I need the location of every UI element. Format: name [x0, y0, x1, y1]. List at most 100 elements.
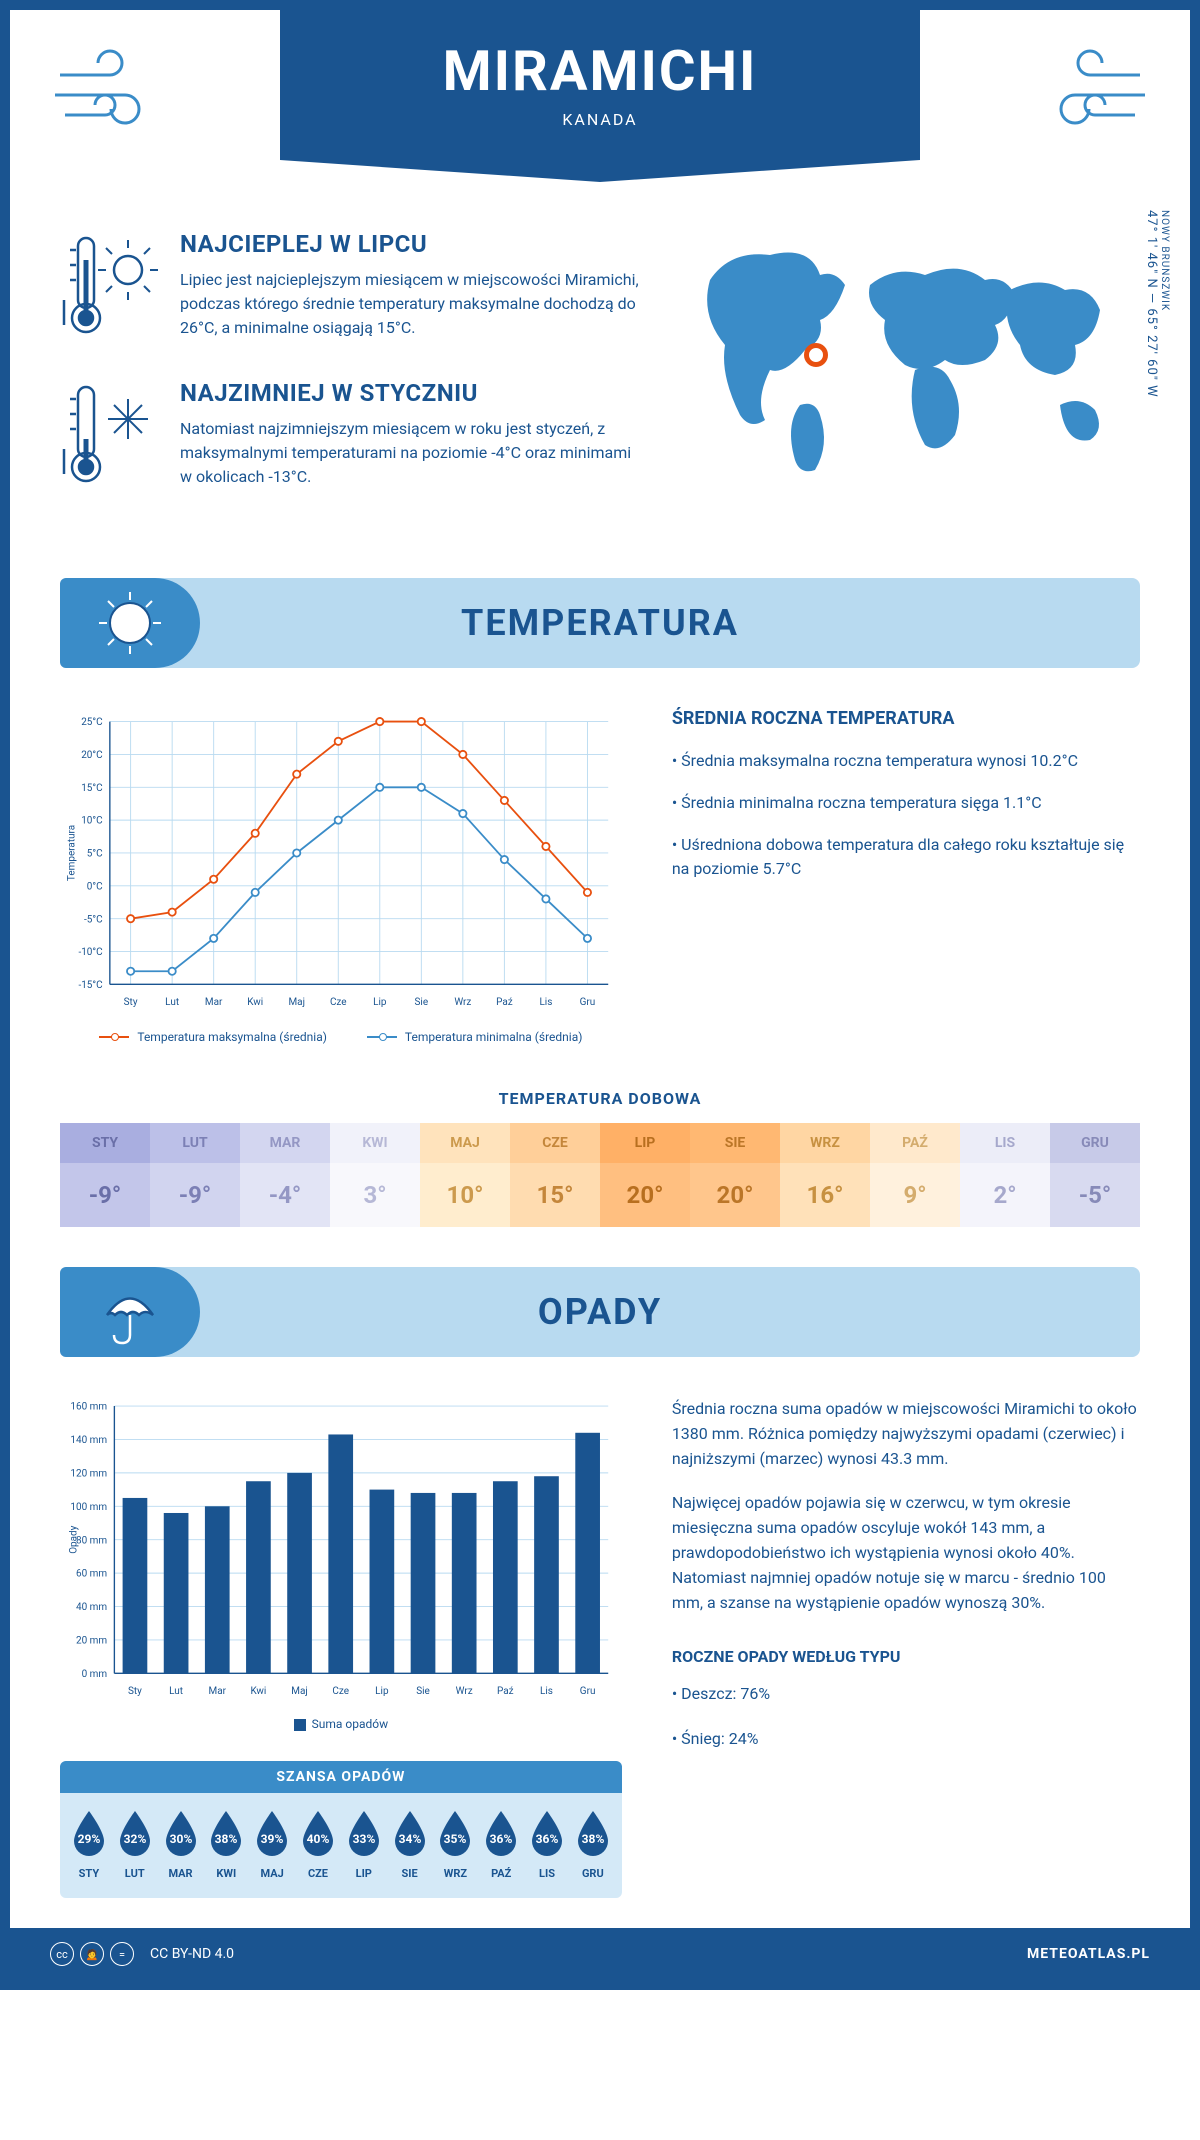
chance-drop: 34%SIE [387, 1807, 433, 1880]
svg-text:Wrz: Wrz [454, 997, 471, 1008]
daily-cell: KWI3° [330, 1123, 420, 1227]
precipitation-info: Średnia roczna suma opadów w miejscowośc… [672, 1397, 1140, 1898]
svg-text:100 mm: 100 mm [70, 1502, 107, 1513]
chance-drop: 36%PAŹ [478, 1807, 524, 1880]
city-name: MIRAMICHI [280, 38, 920, 104]
chance-drop: 39%MAJ [249, 1807, 295, 1880]
license-text: CC BY-ND 4.0 [150, 1946, 234, 1962]
license: cc 🙍 = CC BY-ND 4.0 [50, 1942, 234, 1966]
svg-text:36%: 36% [536, 1832, 559, 1846]
umbrella-icon [60, 1267, 200, 1357]
chance-drop: 30%MAR [158, 1807, 204, 1880]
legend-max: Temperatura maksymalna (średnia) [137, 1030, 327, 1044]
chance-drop: 29%STY [66, 1807, 112, 1880]
svg-text:Kwi: Kwi [250, 1686, 266, 1697]
svg-text:Sie: Sie [415, 997, 429, 1008]
cc-icon: cc [50, 1942, 74, 1966]
region-label: NOWY BRUNSZWIK [1159, 210, 1170, 390]
svg-text:120 mm: 120 mm [70, 1469, 107, 1480]
svg-text:10°C: 10°C [81, 816, 103, 827]
thermometer-cold-icon [60, 379, 160, 493]
daily-cell: MAR-4° [240, 1123, 330, 1227]
svg-text:40 mm: 40 mm [76, 1602, 107, 1613]
svg-text:38%: 38% [215, 1832, 238, 1846]
infographic-page: MIRAMICHI KANADA NAJCIEPLEJ W LIPCU Lipi… [0, 0, 1200, 1990]
svg-text:34%: 34% [398, 1832, 421, 1846]
site-name: METEOATLAS.PL [1027, 1946, 1150, 1962]
footer: cc 🙍 = CC BY-ND 4.0 METEOATLAS.PL [10, 1928, 1190, 1980]
chance-drop: 38%KWI [203, 1807, 249, 1880]
svg-text:Wrz: Wrz [456, 1686, 473, 1697]
svg-text:Mar: Mar [205, 997, 223, 1008]
wind-icon [50, 45, 170, 139]
chart-legend: Temperatura maksymalna (średnia) Tempera… [60, 1030, 622, 1044]
svg-text:Sty: Sty [128, 1686, 142, 1697]
svg-text:Lut: Lut [165, 997, 179, 1008]
svg-text:Lip: Lip [373, 997, 387, 1008]
intro-section: NAJCIEPLEJ W LIPCU Lipiec jest najcieple… [10, 190, 1190, 558]
daily-temp-table: STY-9°LUT-9°MAR-4°KWI3°MAJ10°CZE15°LIP20… [60, 1123, 1140, 1227]
daily-temp-title: TEMPERATURA DOBOWA [10, 1089, 1190, 1108]
chance-drop: 38%GRU [570, 1807, 616, 1880]
svg-text:32%: 32% [123, 1832, 146, 1846]
section-title: TEMPERATURA [461, 602, 739, 644]
country-name: KANADA [280, 110, 920, 129]
daily-cell: LUT-9° [150, 1123, 240, 1227]
svg-text:Lut: Lut [169, 1686, 183, 1697]
svg-text:Gru: Gru [580, 1686, 596, 1697]
svg-text:160 mm: 160 mm [70, 1402, 107, 1413]
svg-text:40%: 40% [307, 1832, 330, 1846]
daily-cell: MAJ10° [420, 1123, 510, 1227]
daily-cell: LIS2° [960, 1123, 1050, 1227]
svg-text:Maj: Maj [291, 1686, 308, 1697]
svg-text:Sie: Sie [416, 1686, 430, 1697]
svg-text:38%: 38% [582, 1832, 605, 1846]
thermometer-hot-icon [60, 230, 160, 344]
svg-text:15°C: 15°C [81, 783, 103, 794]
svg-text:Gru: Gru [580, 997, 596, 1008]
svg-text:5°C: 5°C [87, 849, 103, 860]
coldest-fact: NAJZIMNIEJ W STYCZNIU Natomiast najzimni… [60, 379, 640, 493]
svg-text:Cze: Cze [330, 997, 347, 1008]
precip-type-title: ROCZNE OPADY WEDŁUG TYPU [672, 1645, 1140, 1670]
warmest-text: Lipiec jest najcieplejszym miesiącem w m… [180, 268, 640, 340]
chance-drop: 32%LUT [112, 1807, 158, 1880]
info-bullet: • Średnia minimalna roczna temperatura s… [672, 791, 1140, 815]
svg-text:140 mm: 140 mm [70, 1435, 107, 1446]
info-bullet: • Średnia maksymalna roczna temperatura … [672, 749, 1140, 773]
legend-min: Temperatura minimalna (średnia) [405, 1030, 583, 1044]
precipitation-header: OPADY [60, 1267, 1140, 1357]
svg-text:Paź: Paź [496, 997, 513, 1008]
by-icon: 🙍 [80, 1942, 104, 1966]
svg-text:35%: 35% [444, 1832, 467, 1846]
precip-snow: • Śnieg: 24% [672, 1727, 1140, 1752]
daily-cell: LIP20° [600, 1123, 690, 1227]
temperature-chart: -15°C-10°C-5°C0°C5°C10°C15°C20°C25°CStyL… [60, 708, 622, 1044]
precip-rain: • Deszcz: 76% [672, 1682, 1140, 1707]
svg-text:30%: 30% [169, 1832, 192, 1846]
svg-text:80 mm: 80 mm [76, 1535, 107, 1546]
wind-icon [1030, 45, 1150, 139]
daily-cell: SIE20° [690, 1123, 780, 1227]
svg-text:-10°C: -10°C [78, 947, 103, 958]
precip-chance-box: SZANSA OPADÓW 29%STY32%LUT30%MAR38%KWI39… [60, 1761, 622, 1898]
svg-text:Lis: Lis [540, 1686, 553, 1697]
nd-icon: = [110, 1942, 134, 1966]
chance-drop: 33%LIP [341, 1807, 387, 1880]
warmest-title: NAJCIEPLEJ W LIPCU [180, 230, 640, 258]
precipitation-chart: 0 mm20 mm40 mm60 mm80 mm100 mm120 mm140 … [60, 1397, 622, 1731]
chance-drop: 36%LIS [524, 1807, 570, 1880]
title-banner: MIRAMICHI KANADA [280, 10, 920, 160]
chance-drop: 35%WRZ [433, 1807, 479, 1880]
daily-cell: GRU-5° [1050, 1123, 1140, 1227]
info-title: ŚREDNIA ROCZNA TEMPERATURA [672, 708, 1140, 729]
chance-title: SZANSA OPADÓW [60, 1761, 622, 1793]
svg-text:-5°C: -5°C [84, 914, 103, 925]
svg-text:Paź: Paź [497, 1686, 514, 1697]
svg-text:Opady: Opady [68, 1525, 79, 1553]
svg-text:36%: 36% [490, 1832, 513, 1846]
coordinates: NOWY BRUNSZWIK 47° 1' 46" N — 65° 27' 60… [1144, 210, 1170, 398]
precip-text: Najwięcej opadów pojawia się w czerwcu, … [672, 1491, 1140, 1615]
svg-text:Temperatura: Temperatura [67, 825, 78, 881]
coords-value: 47° 1' 46" N — 65° 27' 60" W [1144, 210, 1159, 398]
